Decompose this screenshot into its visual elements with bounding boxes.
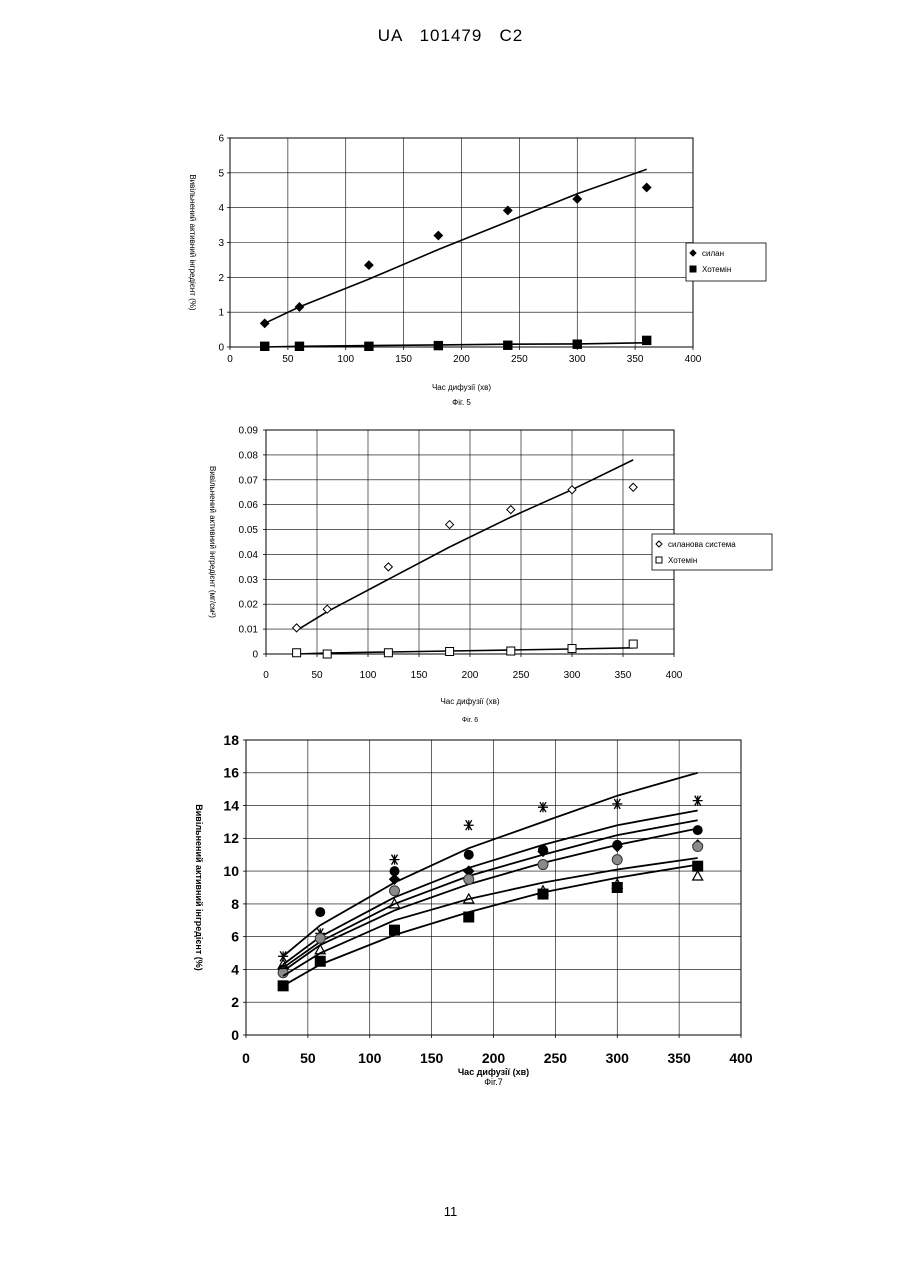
- y-tick-label: 2: [231, 994, 239, 1010]
- data-point: [464, 912, 474, 922]
- data-point: [538, 889, 548, 899]
- figure-caption: Фіг.7: [484, 1077, 503, 1087]
- y-tick-label: 0: [231, 1027, 239, 1043]
- y-tick-label: 16: [223, 765, 239, 781]
- x-axis-label: Час дифузії (хв): [458, 1067, 529, 1077]
- x-tick-label: 50: [300, 1050, 316, 1066]
- y-tick-label: 18: [223, 732, 239, 748]
- y-tick-label: 12: [223, 830, 239, 846]
- x-tick-label: 200: [482, 1050, 506, 1066]
- page-number: 11: [0, 1204, 901, 1219]
- figure-7-chart: 0 50 100 150 200 250 300 350 400 0 2 4 6 8 10 12 14 16 18 Ч…: [0, 0, 901, 1110]
- y-tick-label: 8: [231, 896, 239, 912]
- data-point: [693, 825, 703, 835]
- x-tick-label: 350: [667, 1050, 691, 1066]
- data-point: [464, 850, 474, 860]
- x-tick-label: 400: [729, 1050, 753, 1066]
- y-tick-label: 14: [223, 797, 239, 813]
- data-point: [693, 861, 703, 871]
- x-tick-label: 250: [544, 1050, 568, 1066]
- data-point: [315, 933, 325, 943]
- data-point: [612, 855, 622, 865]
- x-tick-label: 100: [358, 1050, 382, 1066]
- x-tick-label: 300: [606, 1050, 630, 1066]
- data-point: [278, 981, 288, 991]
- data-point: [612, 883, 622, 893]
- x-tick-label: 0: [242, 1050, 250, 1066]
- y-tick-label: 6: [231, 929, 239, 945]
- data-point: [464, 874, 474, 884]
- data-point: [278, 968, 288, 978]
- y-tick-label: 4: [231, 961, 239, 977]
- data-point: [315, 907, 325, 917]
- data-point: [538, 860, 548, 870]
- data-point: [315, 956, 325, 966]
- x-tick-label: 150: [420, 1050, 444, 1066]
- data-point: [693, 842, 703, 852]
- data-point: [390, 925, 400, 935]
- y-tick-label: 10: [223, 863, 239, 879]
- data-point: [390, 886, 400, 896]
- y-axis-label: Вивільнений активний інгредієнт (%): [194, 804, 204, 970]
